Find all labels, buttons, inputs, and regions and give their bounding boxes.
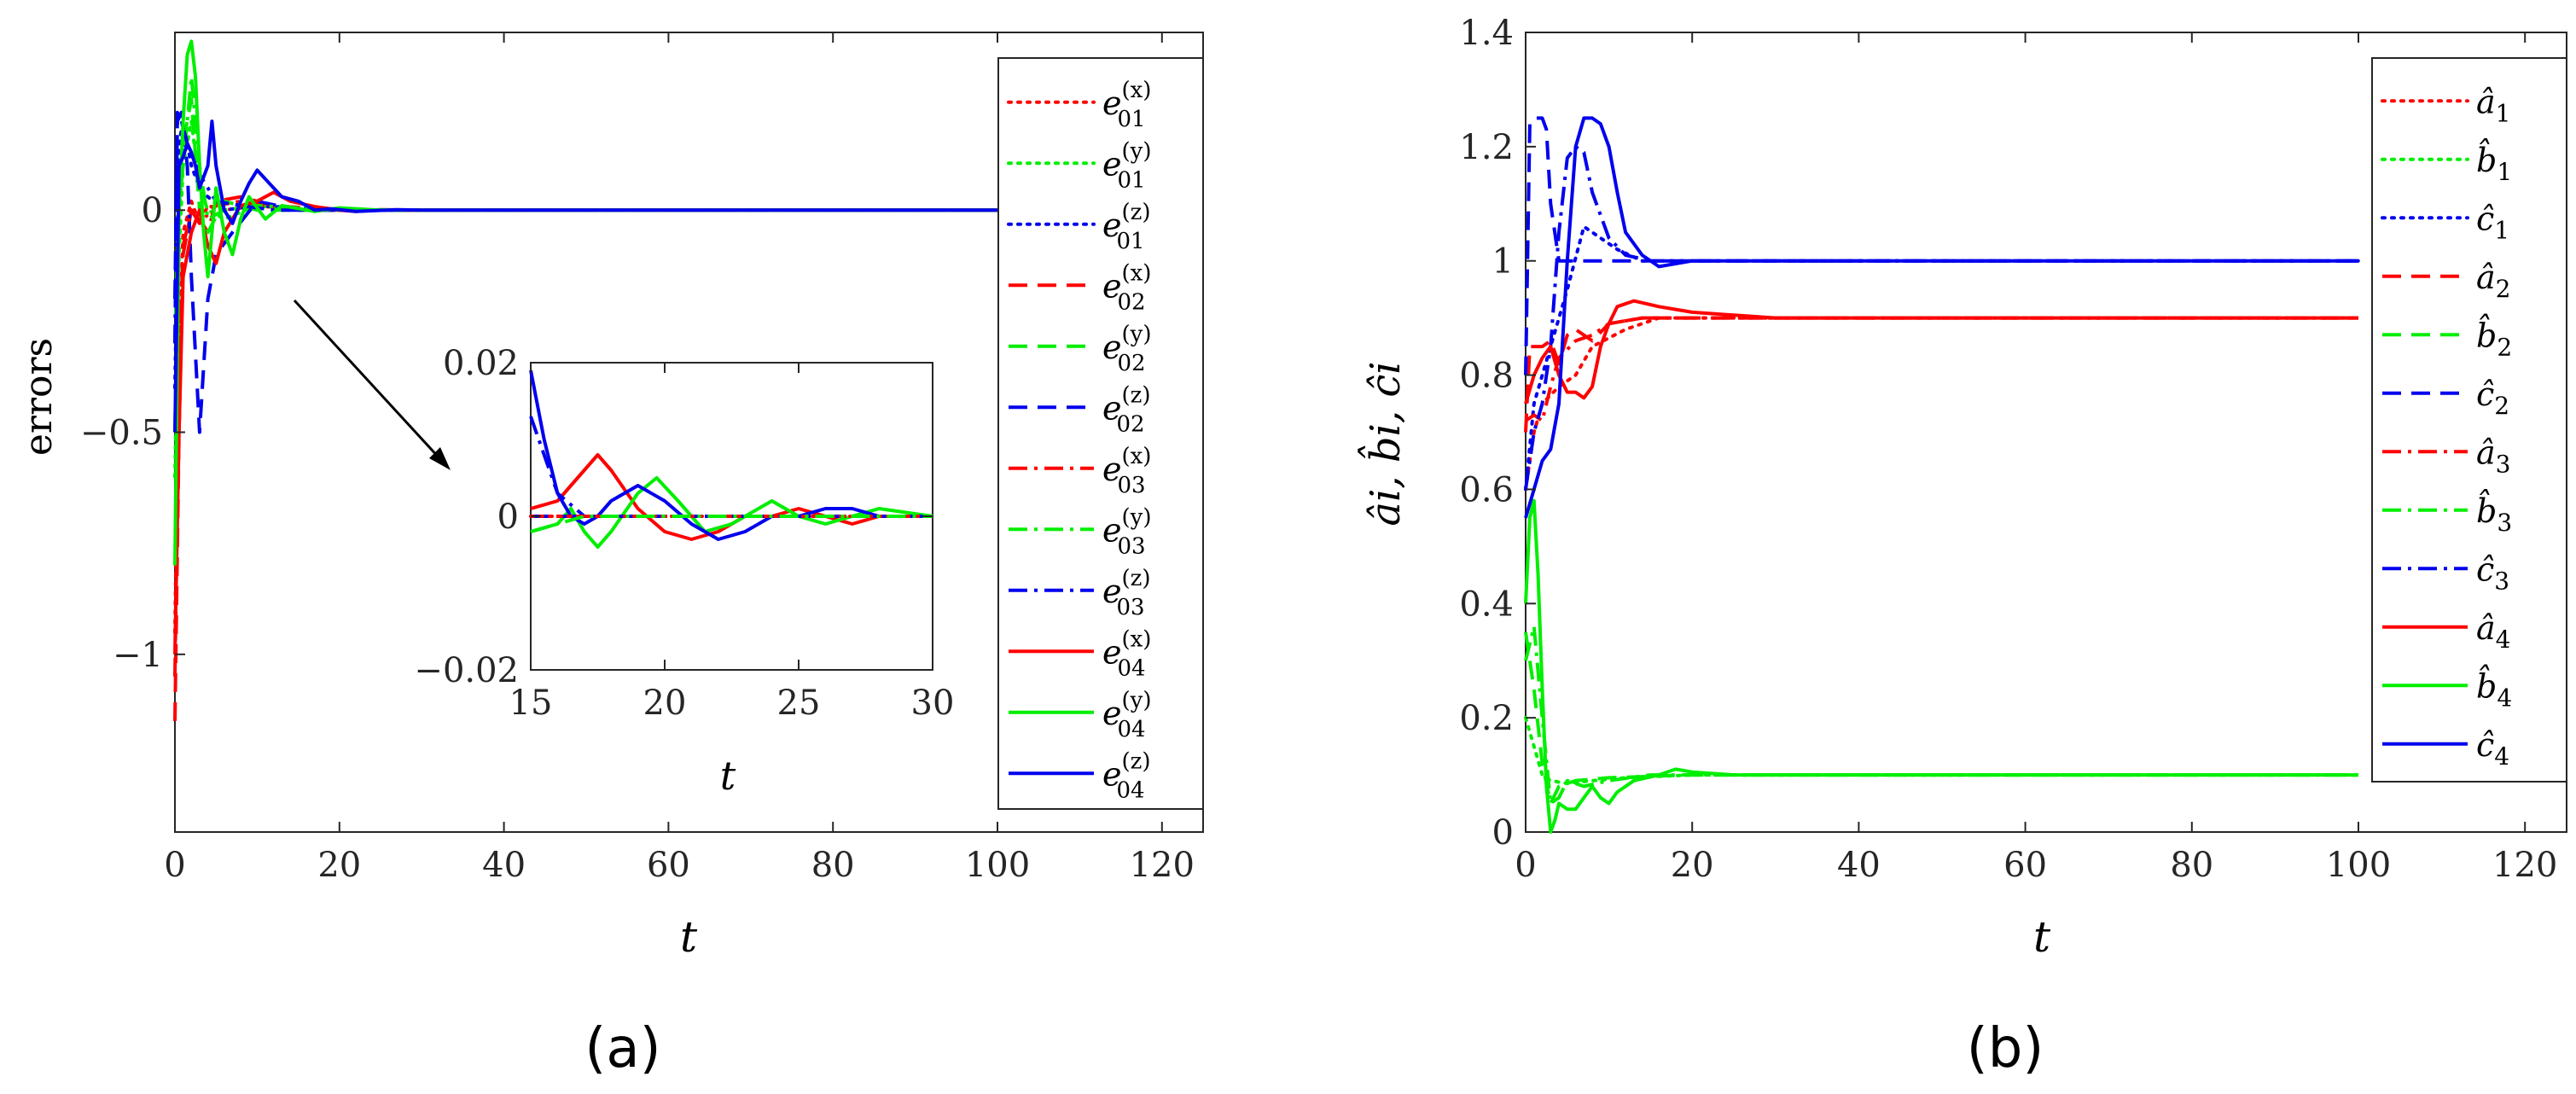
- panel-a-ylabel: errors: [17, 338, 61, 456]
- panel-b-xtick-label: 40: [1837, 846, 1881, 885]
- panel-b-legend-label: b̂3: [2476, 490, 2512, 537]
- panel-b-legend-label: â4: [2476, 609, 2510, 654]
- panel-b-legend-box: [2371, 57, 2567, 783]
- panel-a-label: (a): [584, 1017, 660, 1080]
- panel-a-xtick-label: 120: [1130, 846, 1195, 885]
- panel-a-legend-label: e(y) 04: [1102, 688, 1151, 742]
- panel-b-xlabel: t: [2033, 912, 2051, 962]
- panel-b-legend-label: ĉ1: [2476, 200, 2509, 244]
- panel-b-xtick-label: 20: [1671, 846, 1714, 885]
- panel-a-xtick-label: 0: [164, 846, 185, 885]
- panel-b-ytick-label: 0: [1492, 813, 1514, 853]
- panel-b-ylabel-text: âi, b̂i, ĉi: [1358, 361, 1410, 526]
- panel-a-legend: e(x) 01 e(y) 01 e(z) 01 e(x) 02 e(y) 02 e(z) 02 e(x)…: [997, 57, 1204, 810]
- panel-a-xtick-label: 60: [647, 846, 690, 885]
- panel-b-legend-label: â3: [2476, 434, 2510, 478]
- panel-a-legend-label: e(x) 02: [1102, 260, 1151, 315]
- panel-a-xtick-label: 40: [482, 846, 526, 885]
- panel-b-series-line: [1524, 299, 2358, 404]
- panel-a-legend-label: e(x) 01: [1102, 78, 1151, 132]
- panel-a-ytick-label: −0.5: [80, 414, 163, 453]
- inset-series-line: [530, 476, 933, 549]
- panel-a-legend-label: e(z) 02: [1102, 382, 1151, 437]
- inset-ytick-label: −0.02: [414, 651, 519, 690]
- panel-a-xtick-label: 20: [317, 846, 361, 885]
- panel-b-ytick-label: 0.2: [1459, 699, 1514, 738]
- panel-a-legend-label: e(x) 04: [1102, 626, 1151, 681]
- panel-b-label: (b): [1967, 1017, 2044, 1080]
- panel-a-legend-label: e(y) 01: [1102, 138, 1151, 193]
- panel-b-series-line: [1524, 116, 2358, 375]
- panel-b-series-line: [1524, 224, 2360, 492]
- panel-b-xtick-label: 120: [2492, 846, 2557, 885]
- panel-b-series-line: [1524, 316, 2358, 433]
- panel-a-xtick-label: 80: [811, 846, 855, 885]
- panel-b-series-line: [1524, 116, 2358, 519]
- panel-b-legend: â1 b̂1 ĉ1 â2 b̂2 ĉ2 â3 b̂3 ĉ3 â4 b̂4 ĉ4: [2371, 57, 2567, 783]
- panel-b-legend-label: â1: [2476, 83, 2510, 127]
- panel-b-series-line: [1524, 625, 2358, 806]
- panel-b-ytick-label: 0.4: [1459, 585, 1514, 624]
- inset-plot: 15 20 25 30 −0.02 0 0.02 t: [414, 344, 954, 799]
- panel-b-legend-label: b̂2: [2476, 314, 2512, 361]
- panel-b-ytick-label: 1.2: [1459, 128, 1514, 167]
- panel-b-legend-label: ĉ3: [2476, 550, 2509, 595]
- inset-xlabel: t: [720, 753, 736, 799]
- panel-a-legend-label: e(z) 04: [1102, 748, 1151, 803]
- panel-a-series-line: [173, 119, 997, 433]
- panel-b-xtick-label: 100: [2326, 846, 2391, 885]
- panel-b-legend-label: ĉ4: [2476, 726, 2509, 771]
- panel-a-legend-label: e(y) 02: [1102, 322, 1151, 376]
- panel-b-legend-label: ĉ2: [2476, 375, 2509, 420]
- panel-a-legend-box: [997, 57, 1204, 810]
- panel-b-ytick-label: 1.4: [1459, 14, 1514, 53]
- inset-ytick-label: 0: [497, 498, 519, 537]
- panel-a-xlabel: t: [680, 912, 698, 962]
- panel-a-xtick-label: 100: [965, 846, 1030, 885]
- panel-a-legend-label: e(z) 01: [1102, 200, 1151, 254]
- panel-b-ytick-label: 1: [1492, 242, 1514, 282]
- panel-b: 0 20 40 60 80 100 120 0 0.2 0.4 0.6 0.8 1 1.2 1.4 âi, …: [1358, 14, 2567, 1080]
- panel-a: 0 20 40 60 80 100 120 −1 −0.5 0 errors t (a) e(x)…: [17, 32, 1204, 1080]
- inset-ytick-label: 0.02: [443, 344, 519, 383]
- inset-series-line: [530, 515, 933, 533]
- panel-b-xtick-label: 60: [2003, 846, 2047, 885]
- inset-xtick-label: 25: [777, 684, 821, 723]
- panel-b-legend-label: â2: [2476, 259, 2510, 303]
- panel-a-legend-label: e(y) 03: [1102, 504, 1151, 559]
- panel-a-series-line: [173, 110, 997, 344]
- panel-a-ytick-label: −1: [113, 636, 163, 675]
- zoom-arrow: [293, 299, 451, 470]
- inset-xtick-label: 15: [509, 684, 553, 723]
- panel-b-legend-label: b̂1: [2476, 139, 2512, 186]
- panel-b-ytick-label: 0.6: [1459, 470, 1514, 509]
- inset-xtick-label: 30: [911, 684, 955, 723]
- panel-b-series-line: [1524, 316, 2360, 492]
- inset-series-line: [529, 370, 933, 541]
- panel-b-ylabel: âi, b̂i, ĉi: [1358, 361, 1410, 526]
- panel-b-xtick-label: 80: [2170, 846, 2213, 885]
- panel-b-legend-label: b̂4: [2476, 665, 2512, 712]
- panel-a-legend-label: e(z) 03: [1102, 566, 1151, 620]
- panel-b-xtick-label: 0: [1515, 846, 1536, 885]
- panel-a-legend-label: e(x) 03: [1102, 444, 1151, 498]
- panel-b-series-line: [1524, 498, 2358, 834]
- inset-xtick-label: 20: [643, 684, 687, 723]
- panel-b-ytick-label: 0.8: [1459, 357, 1514, 396]
- panel-a-ytick-label: 0: [142, 191, 163, 230]
